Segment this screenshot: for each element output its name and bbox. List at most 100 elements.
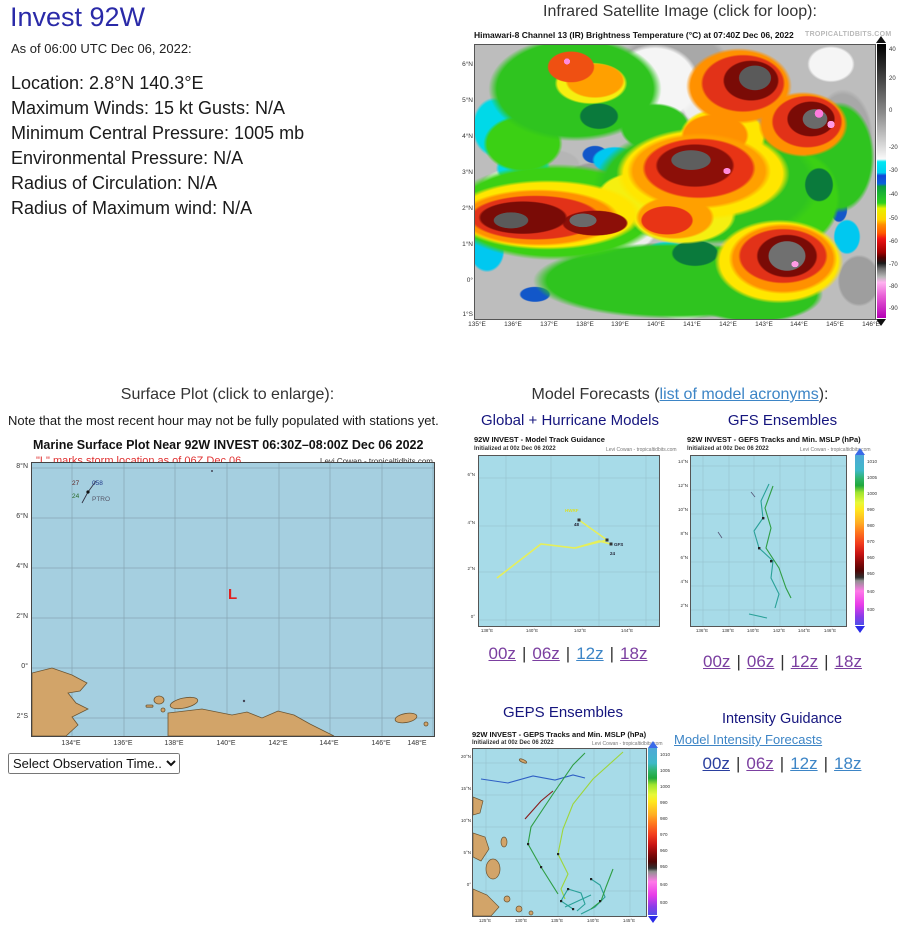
track-guidance-time-links: 00z | 06z | 12z | 18z bbox=[478, 644, 658, 664]
model-acronyms-link[interactable]: list of model acronyms bbox=[659, 386, 819, 403]
surf-xtick: 144°E bbox=[319, 740, 339, 747]
model-forecasts-title-prefix: Model Forecasts ( bbox=[531, 386, 660, 403]
time-link-06z[interactable]: 06z bbox=[532, 644, 560, 663]
time-link-18z[interactable]: 18z bbox=[834, 652, 862, 671]
storm-max-winds: Maximum Winds: 15 kt Gusts: N/A bbox=[11, 98, 286, 118]
as-of-timestamp: As of 06:00 UTC Dec 06, 2022: bbox=[11, 41, 192, 56]
surf-xtick: 138°E bbox=[164, 740, 184, 747]
tg-xtick: 138°E bbox=[480, 628, 494, 633]
ir-colorbar bbox=[877, 44, 886, 318]
time-link-00z[interactable]: 00z bbox=[703, 652, 731, 671]
track-guidance-init: Initialized at 00z Dec 06 2022 bbox=[474, 446, 556, 452]
geps-init: Initialized at 00z Dec 06 2022 bbox=[472, 740, 554, 746]
surf-ytick: 8°N bbox=[16, 463, 28, 470]
station-pressure: 058 bbox=[92, 480, 103, 487]
storm-env-pressure: Environmental Pressure: N/A bbox=[11, 148, 244, 168]
geps-xtick: 135°E bbox=[550, 918, 564, 923]
tg-ytick: 0° bbox=[470, 614, 475, 619]
gefs-init: Initialized at 00z Dec 06 2022 bbox=[687, 446, 769, 452]
model-intensity-forecasts-link[interactable]: Model Intensity Forecasts bbox=[674, 732, 823, 747]
time-link-12z[interactable]: 12z bbox=[790, 754, 818, 773]
sat-xtick: 140°E bbox=[647, 321, 665, 328]
gefs-ytick: 6°N bbox=[680, 555, 688, 560]
sat-cbar-tick: 20 bbox=[889, 76, 896, 82]
sat-xtick: 145°E bbox=[826, 321, 844, 328]
geps-ytick: 20°N bbox=[460, 754, 471, 759]
surf-ytick: 6°N bbox=[16, 513, 28, 520]
track-guidance-map[interactable]: HWRF 48 GFS 24 bbox=[478, 455, 660, 627]
gefs-ytick: 10°N bbox=[677, 507, 688, 512]
geps-ytick: 5°N bbox=[463, 850, 471, 855]
sat-cbar-tick: -50 bbox=[889, 216, 898, 222]
time-link-06z[interactable]: 06z bbox=[746, 652, 775, 671]
geps-map[interactable] bbox=[472, 748, 647, 917]
surface-plot-map[interactable]: 27 058 24 PTRO L bbox=[31, 462, 435, 737]
separator: | bbox=[736, 652, 741, 671]
geps-tracks bbox=[480, 751, 624, 915]
separator: | bbox=[609, 644, 615, 663]
gefs-map[interactable] bbox=[690, 455, 847, 627]
satellite-image[interactable] bbox=[474, 44, 876, 320]
sat-ytick: 6°N bbox=[462, 61, 473, 68]
sat-xtick: 137°E bbox=[540, 321, 558, 328]
separator: | bbox=[824, 652, 829, 671]
time-link-12z[interactable]: 12z bbox=[790, 652, 819, 671]
sat-ytick: 1°S bbox=[462, 311, 473, 318]
surface-plot-section: Surface Plot (click to enlarge): Note th… bbox=[0, 386, 460, 932]
time-link-12z[interactable]: 12z bbox=[576, 644, 604, 663]
gefs-xtick: 136°E bbox=[695, 628, 709, 633]
sat-xtick: 139°E bbox=[611, 321, 629, 328]
model-forecasts-section: Model Forecasts (list of model acronyms)… bbox=[460, 386, 906, 932]
geps-ytick: 0° bbox=[466, 882, 471, 887]
geps-cbar-tick: 980 bbox=[660, 816, 668, 821]
surface-plot-credit: Levi Cowan - tropicaltidbits.com bbox=[320, 457, 433, 466]
tg-xtick: 144°E bbox=[620, 628, 634, 633]
track-guidance-title: 92W INVEST - Model Track Guidance bbox=[474, 435, 605, 444]
sat-xtick: 142°E bbox=[719, 321, 737, 328]
gefs-cbar-tick: 970 bbox=[867, 539, 875, 544]
geps-xtick: 140°E bbox=[586, 918, 600, 923]
surf-xtick: 148°E bbox=[407, 740, 427, 747]
geps-cbar-tick: 930 bbox=[660, 900, 668, 905]
sat-cbar-tick: -20 bbox=[889, 145, 898, 151]
geps-ensembles-heading: GEPS Ensembles bbox=[502, 704, 624, 721]
station-temp: 27 bbox=[72, 480, 80, 487]
tg-ytick: 6°N bbox=[467, 472, 475, 477]
separator: | bbox=[780, 652, 785, 671]
surf-ytick: 0° bbox=[21, 663, 28, 670]
geps-cbar-tick: 1005 bbox=[660, 768, 671, 773]
satellite-section: Infrared Satellite Image (click for loop… bbox=[460, 0, 906, 340]
gefs-xtick: 138°E bbox=[721, 628, 735, 633]
time-link-18z[interactable]: 18z bbox=[834, 754, 862, 773]
surf-ytick: 2°N bbox=[16, 613, 28, 620]
observation-time-select[interactable]: Select Observation Time... bbox=[8, 753, 180, 774]
model-tracks bbox=[496, 519, 612, 579]
sat-cbar-tick: -30 bbox=[889, 168, 898, 174]
surf-xtick: 146°E bbox=[371, 740, 391, 747]
surf-ytick: 4°N bbox=[16, 563, 28, 570]
time-link-18z[interactable]: 18z bbox=[620, 644, 648, 663]
gefs-xtick: 146°E bbox=[823, 628, 837, 633]
gefs-cbar-tick: 1000 bbox=[867, 491, 878, 496]
sat-xtick: 135°E bbox=[468, 321, 486, 328]
gefs-cbar-tick: 1005 bbox=[867, 475, 878, 480]
geps-cbar-tick: 940 bbox=[660, 882, 668, 887]
gefs-credit: Levi Cowan - tropicaltidbits.com bbox=[800, 447, 871, 453]
sat-xtick: 146°E bbox=[862, 321, 880, 328]
geps-colorbar-arrow-up bbox=[648, 741, 658, 748]
storm-min-pressure: Minimum Central Pressure: 1005 mb bbox=[11, 123, 305, 143]
time-link-00z[interactable]: 00z bbox=[702, 754, 730, 773]
time-link-00z[interactable]: 00z bbox=[488, 644, 516, 663]
geps-credit: Levi Cowan - tropicaltidbits.com bbox=[592, 741, 663, 747]
surface-plot-note: Note that the most recent hour may not b… bbox=[8, 413, 439, 428]
satellite-section-title: Infrared Satellite Image (click for loop… bbox=[543, 3, 817, 20]
surf-xtick: 134°E bbox=[61, 740, 81, 747]
intensity-guidance-heading: Intensity Guidance bbox=[721, 711, 843, 727]
model-forecasts-title-suffix: ): bbox=[818, 386, 829, 403]
intensity-time-links: 00z | 06z | 12z | 18z bbox=[702, 754, 862, 774]
separator: | bbox=[565, 644, 571, 663]
geps-landmass bbox=[472, 758, 534, 917]
gefs-cbar-tick: 940 bbox=[867, 589, 875, 594]
time-link-06z[interactable]: 06z bbox=[746, 754, 774, 773]
sat-ytick: 4°N bbox=[462, 133, 473, 140]
